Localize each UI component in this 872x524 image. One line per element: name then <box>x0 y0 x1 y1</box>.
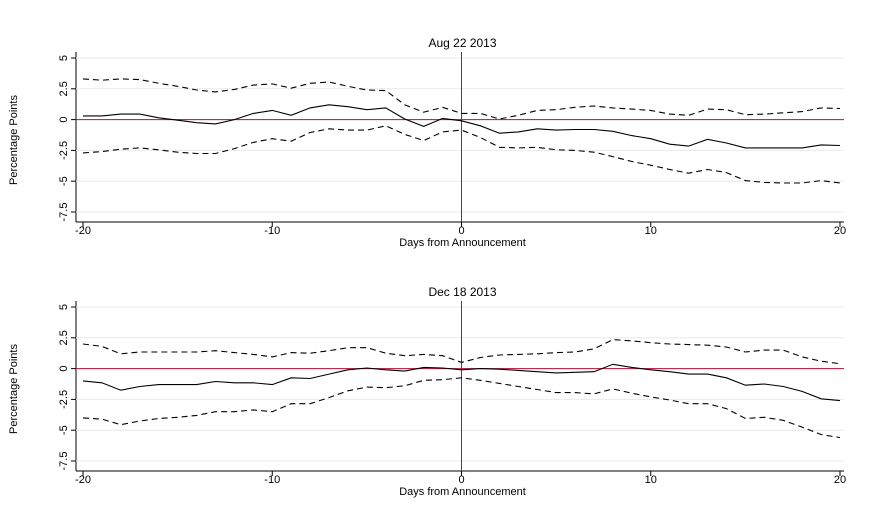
y-tick-label: 2.5 <box>58 81 70 96</box>
x-axis-label: Days from Announcement <box>399 486 526 498</box>
x-tick-label: 20 <box>834 474 846 486</box>
chart-panel-dec-18-2013: -7.5 -5 -2.5 0 2.5 5 -20 -10 0 10 20 Dec 18 2013 Day… <box>8 285 846 498</box>
upper-band-series-line <box>82 78 841 120</box>
estimate-series-line <box>82 363 841 402</box>
chart-panel-aug-22-2013: -7.5 -5 -2.5 0 2.5 5 -20 -10 0 10 20 Aug 22 2013 Day… <box>8 36 846 249</box>
y-tick-label: -2.5 <box>58 141 70 160</box>
x-tick-label: 0 <box>458 474 464 486</box>
y-tick-label: -5 <box>58 425 70 435</box>
chart-title: Dec 18 2013 <box>428 285 496 299</box>
x-tick-label: 10 <box>645 474 657 486</box>
x-tick-label: 10 <box>645 225 657 237</box>
x-tick-label: -10 <box>264 225 280 237</box>
y-tick-label: 5 <box>58 55 70 61</box>
x-tick-label: -20 <box>75 474 91 486</box>
y-tick-label: 0 <box>58 366 70 372</box>
x-tick-label: 0 <box>458 225 464 237</box>
x-axis-label: Days from Announcement <box>399 237 526 249</box>
y-tick-label: 2.5 <box>58 330 70 345</box>
y-tick-label: 0 <box>58 117 70 123</box>
y-tick-label: -7.5 <box>58 452 70 471</box>
estimate-series-line <box>83 104 841 149</box>
x-tick-label: -20 <box>75 225 91 237</box>
y-tick-label: -7.5 <box>58 203 70 222</box>
y-tick-label: 5 <box>58 304 70 310</box>
y-axis-label: Percentage Points <box>8 344 20 434</box>
chart-title: Aug 22 2013 <box>428 36 496 50</box>
y-tick-label: -2.5 <box>58 390 70 409</box>
x-tick-label: 20 <box>834 225 846 237</box>
upper-band-series-line <box>82 339 841 365</box>
lower-band-series-line <box>82 377 841 439</box>
y-axis-label: Percentage Points <box>8 95 20 185</box>
x-tick-label: -10 <box>264 474 280 486</box>
y-tick-label: -5 <box>58 176 70 186</box>
